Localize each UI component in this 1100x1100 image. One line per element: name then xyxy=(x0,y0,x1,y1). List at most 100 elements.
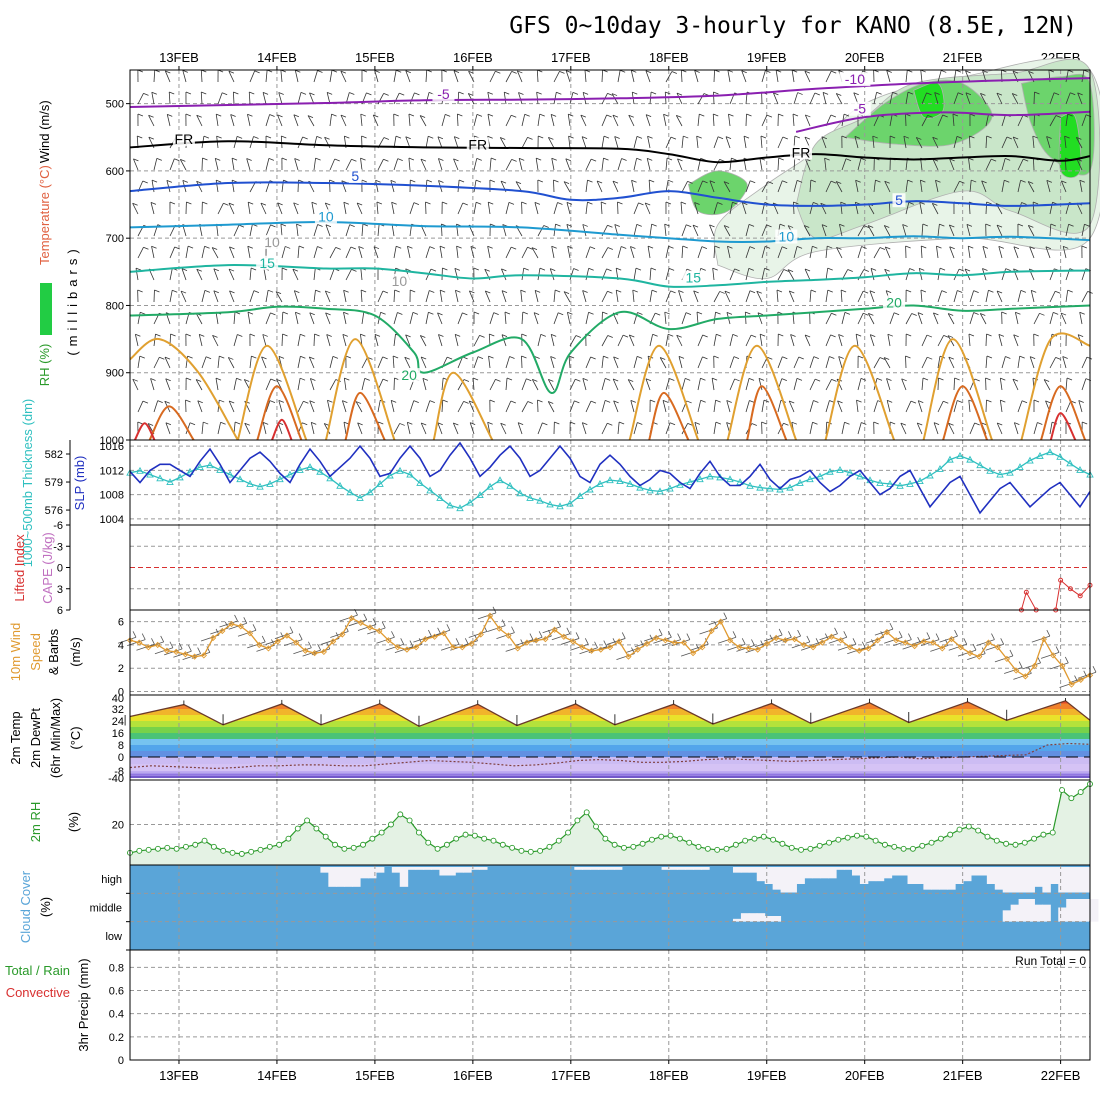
wind-barb xyxy=(937,356,941,369)
wind-barb-flag xyxy=(587,201,593,205)
wind10m-speed-point xyxy=(588,647,595,654)
wind-barb-flag xyxy=(637,312,643,315)
wind10m-speed-point xyxy=(293,639,300,646)
wind-barb xyxy=(969,135,971,149)
wind-barb xyxy=(694,422,699,435)
wind10m-speed-point xyxy=(191,653,198,660)
wind-barb-flag xyxy=(521,333,527,337)
wind-barb xyxy=(948,356,955,369)
wind10m-speed-point xyxy=(274,638,281,645)
wind-barb-flag xyxy=(280,223,287,227)
wind-barb-flag xyxy=(299,377,306,381)
wind-barb-flag xyxy=(559,70,565,74)
temperature-line xyxy=(129,700,1091,728)
rh2m-point xyxy=(639,840,646,847)
wind-barb-flag xyxy=(827,289,833,293)
wind10m-speed-point xyxy=(634,646,641,653)
wind-barb-flag xyxy=(462,312,468,316)
cloud-high-cell xyxy=(677,867,686,870)
contour-label: -10 xyxy=(845,71,865,87)
rh2m-point xyxy=(723,845,730,852)
wind-barb-flag xyxy=(1005,268,1011,271)
tick-label: 579 xyxy=(45,477,63,489)
wind10m-speed-point xyxy=(1049,652,1057,659)
wind-barb xyxy=(408,114,411,127)
wind-barb-flag xyxy=(742,202,748,205)
wind-barb-flag xyxy=(949,246,955,250)
wind-barb xyxy=(713,400,717,413)
wind10m-speed-point xyxy=(671,639,678,646)
wind-barb xyxy=(280,70,283,83)
wind10m-speed-point xyxy=(736,644,743,651)
wind-barb-flag xyxy=(876,91,882,95)
wind-barb-flag xyxy=(476,201,482,205)
wind-barb-flag xyxy=(1043,379,1050,382)
wind-barb xyxy=(836,247,843,259)
wind-barb xyxy=(664,224,667,237)
wind-barb-flag xyxy=(612,180,619,184)
wind-barb xyxy=(804,114,811,127)
rh2m-point xyxy=(835,836,842,843)
wind-barb xyxy=(996,92,1003,105)
wind-barb-flag xyxy=(887,399,893,403)
wind10m-speed-point xyxy=(486,612,494,619)
thickness-point xyxy=(1026,456,1034,464)
wind-barb xyxy=(868,313,875,325)
wind-barb xyxy=(985,333,987,347)
wind-barb-flag xyxy=(1001,311,1007,315)
precip-axis-label: 3hr Precip (mm) xyxy=(76,958,91,1051)
wind-barb-flag xyxy=(798,356,804,360)
wind-barb-flag xyxy=(408,113,415,117)
wind-barb-flag xyxy=(249,333,256,337)
wind-barb-flag xyxy=(219,399,225,403)
contour-line xyxy=(628,344,700,441)
wind-barb-flag xyxy=(487,91,493,95)
wind-barb xyxy=(665,71,673,83)
wind-barb-flag xyxy=(982,268,988,271)
wind-barb-flag xyxy=(841,135,847,139)
wind-barb-flag xyxy=(870,334,876,337)
cloud-high-cell xyxy=(947,867,956,890)
date-label-top: 19FEB xyxy=(747,50,787,65)
wind-barb xyxy=(664,312,667,325)
wind-barb xyxy=(313,290,316,303)
wind-barb xyxy=(516,70,523,83)
wind-barb xyxy=(294,158,299,171)
wind-barb xyxy=(151,246,155,259)
wind-barb-flag xyxy=(939,223,945,227)
thickness-point xyxy=(406,470,414,478)
wind-barb xyxy=(889,92,893,105)
wind-barb xyxy=(825,246,828,259)
wind-barb-flag xyxy=(804,268,811,272)
wind-barb-flag xyxy=(952,113,959,117)
wind-barb-flag xyxy=(360,333,366,337)
wind-barb-flag xyxy=(942,114,948,118)
wind-barb xyxy=(581,422,587,435)
wind-barb xyxy=(901,378,907,391)
contour-line xyxy=(726,344,798,441)
wind-barb xyxy=(390,180,395,193)
wind-barb-flag xyxy=(702,180,708,184)
wind-barb-flag xyxy=(645,114,652,118)
wind-barb xyxy=(741,202,747,215)
wind-barb xyxy=(582,224,587,237)
wind-barb-flag xyxy=(726,312,733,315)
wind-barb xyxy=(1078,400,1083,413)
wind-barb xyxy=(341,400,347,413)
wind-barb-flag xyxy=(548,137,554,140)
wind-barb-flag xyxy=(533,312,540,316)
wind-barb-flag xyxy=(215,157,221,161)
wind-barb xyxy=(630,400,635,413)
wind10m-speed-point xyxy=(985,639,992,646)
wind-barb xyxy=(487,246,491,259)
rh2m-point xyxy=(798,846,805,853)
wind-barb-flag xyxy=(212,247,218,250)
wind-barb-flag xyxy=(527,246,533,250)
cloud-grid xyxy=(130,865,1090,950)
thickness-point xyxy=(1006,468,1014,476)
wind-barb xyxy=(840,290,843,303)
wind-barb-flag xyxy=(558,312,564,316)
wind-barb xyxy=(265,312,271,325)
temp-band xyxy=(130,771,1090,773)
